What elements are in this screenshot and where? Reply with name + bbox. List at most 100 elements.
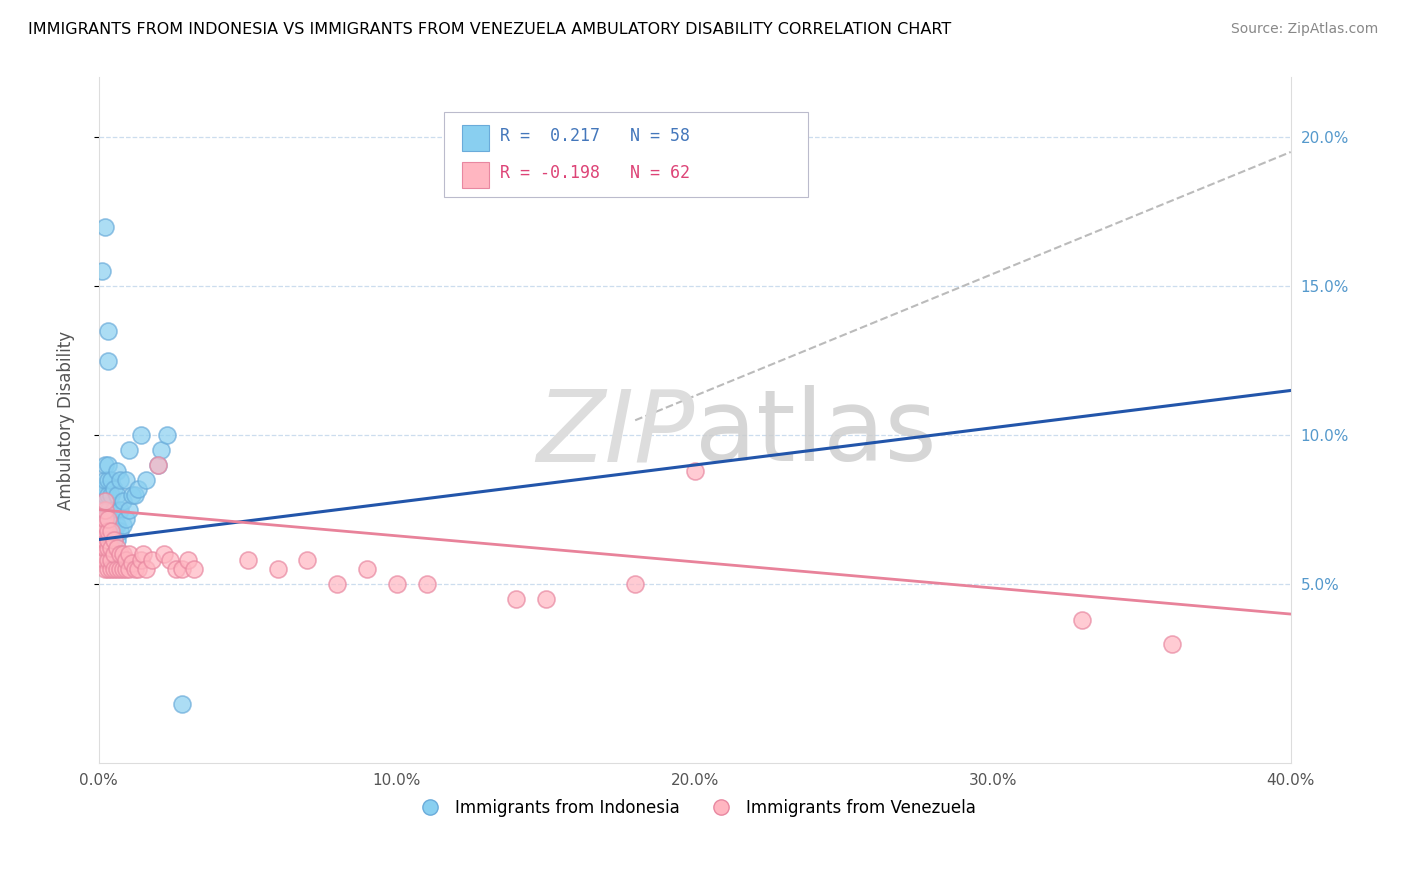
Point — [135, 473, 157, 487]
Point — [1160, 637, 1182, 651]
Point — [326, 577, 349, 591]
Point — [100, 539, 122, 553]
Point — [94, 553, 117, 567]
Point — [103, 482, 125, 496]
Point — [236, 553, 259, 567]
Point — [94, 533, 117, 547]
Point — [97, 524, 120, 538]
Point — [100, 562, 122, 576]
Point — [97, 517, 120, 532]
Point — [94, 493, 117, 508]
Point — [97, 562, 120, 576]
Point — [108, 562, 131, 576]
Point — [1071, 613, 1094, 627]
Point — [117, 502, 139, 516]
Point — [356, 562, 378, 576]
Point — [103, 562, 125, 576]
Point — [129, 428, 152, 442]
Point — [90, 548, 112, 562]
Point — [105, 562, 128, 576]
Point — [100, 541, 122, 556]
Point — [108, 548, 131, 562]
Point — [94, 219, 117, 234]
Point — [111, 562, 134, 576]
Point — [97, 473, 120, 487]
Point — [100, 488, 122, 502]
Point — [148, 458, 170, 472]
FancyBboxPatch shape — [463, 161, 488, 187]
Point — [111, 517, 134, 532]
Point — [683, 464, 706, 478]
Point — [121, 488, 143, 502]
Point — [111, 548, 134, 562]
Point — [97, 458, 120, 472]
Point — [94, 511, 117, 525]
Point — [127, 482, 149, 496]
Text: R =  0.217   N = 58: R = 0.217 N = 58 — [501, 128, 690, 145]
Point — [97, 533, 120, 547]
Point — [159, 553, 181, 567]
Point — [103, 548, 125, 562]
Point — [90, 517, 112, 532]
Point — [97, 502, 120, 516]
Point — [94, 502, 117, 516]
Point — [129, 553, 152, 567]
Point — [132, 548, 155, 562]
Text: R = -0.198   N = 62: R = -0.198 N = 62 — [501, 164, 690, 182]
Point — [90, 533, 112, 547]
Point — [105, 517, 128, 532]
Point — [103, 524, 125, 538]
Text: atlas: atlas — [695, 385, 936, 483]
Point — [100, 473, 122, 487]
Point — [100, 524, 122, 538]
Y-axis label: Ambulatory Disability: Ambulatory Disability — [58, 331, 75, 510]
Point — [177, 553, 200, 567]
Point — [94, 458, 117, 472]
Point — [105, 541, 128, 556]
Point — [97, 533, 120, 547]
FancyBboxPatch shape — [444, 112, 808, 197]
Point — [108, 524, 131, 538]
Point — [297, 553, 319, 567]
Point — [90, 533, 112, 547]
Point — [172, 697, 194, 711]
Point — [183, 562, 205, 576]
Point — [94, 482, 117, 496]
Point — [415, 577, 437, 591]
Point — [97, 548, 120, 562]
Point — [90, 524, 112, 538]
Point — [97, 541, 120, 556]
Legend: Immigrants from Indonesia, Immigrants from Venezuela: Immigrants from Indonesia, Immigrants fr… — [406, 792, 983, 823]
Point — [124, 488, 146, 502]
Point — [103, 533, 125, 547]
Point — [97, 524, 120, 538]
Point — [94, 541, 117, 556]
Point — [94, 533, 117, 547]
Point — [97, 324, 120, 338]
Point — [90, 539, 112, 553]
Point — [105, 464, 128, 478]
Point — [505, 592, 527, 607]
Point — [266, 562, 288, 576]
Point — [165, 562, 187, 576]
Point — [121, 557, 143, 571]
Point — [94, 511, 117, 525]
Point — [156, 428, 179, 442]
Point — [624, 577, 647, 591]
Point — [103, 502, 125, 516]
Point — [97, 488, 120, 502]
Point — [153, 548, 176, 562]
Point — [385, 577, 408, 591]
Point — [172, 562, 194, 576]
Point — [114, 473, 136, 487]
Point — [148, 458, 170, 472]
Point — [97, 511, 120, 525]
Point — [114, 562, 136, 576]
Point — [105, 533, 128, 547]
FancyBboxPatch shape — [463, 125, 488, 151]
Point — [141, 553, 163, 567]
Point — [117, 443, 139, 458]
Point — [97, 553, 120, 567]
Point — [127, 562, 149, 576]
Point — [114, 553, 136, 567]
